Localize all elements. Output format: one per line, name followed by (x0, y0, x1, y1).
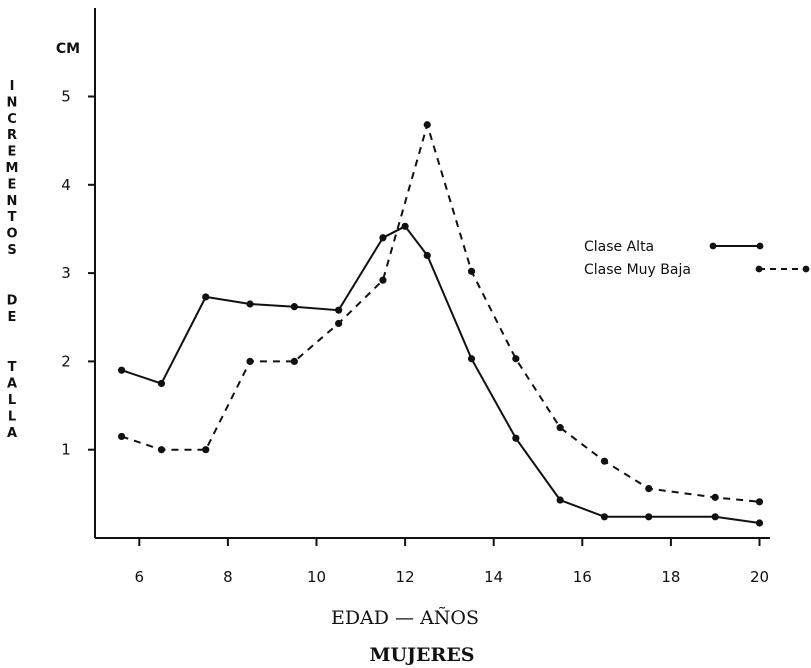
data-point (423, 251, 431, 260)
data-point (467, 355, 476, 363)
x-tick-label: 6 (135, 568, 145, 586)
y-axis-ticks: 1 2 3 4 5 (61, 88, 95, 459)
data-point (379, 234, 387, 242)
y-tick-label: 3 (61, 264, 71, 282)
legend-marker (755, 265, 763, 273)
data-point (467, 267, 476, 275)
series-clase-muy-baja (117, 121, 764, 506)
x-axis-ticks: 6 8 10 12 14 16 18 20 (135, 538, 769, 586)
data-point (755, 519, 764, 527)
data-point (512, 355, 520, 363)
data-point (117, 366, 126, 374)
data-point (711, 513, 719, 521)
legend: Clase Alta Clase Muy Baja (584, 239, 810, 278)
data-point (556, 424, 564, 432)
x-tick-label: 14 (484, 568, 503, 586)
data-point (290, 357, 298, 365)
legend-marker (802, 265, 810, 273)
data-point (246, 357, 254, 365)
data-point (335, 306, 343, 314)
series-line (121, 121, 760, 503)
x-tick-label: 16 (573, 568, 592, 586)
data-point (202, 293, 210, 301)
data-point (157, 446, 166, 454)
series-line (121, 225, 760, 524)
data-point (401, 222, 409, 230)
data-point (423, 121, 431, 129)
legend-marker (709, 242, 717, 250)
y-tick-label: 4 (61, 176, 71, 194)
x-tick-label: 12 (396, 568, 415, 586)
data-point (117, 432, 126, 441)
data-point (755, 498, 764, 506)
data-point (512, 434, 520, 442)
data-point (645, 513, 653, 521)
data-point (202, 446, 210, 454)
legend-marker (756, 242, 764, 250)
x-tick-label: 18 (661, 568, 680, 586)
x-tick-label: 8 (223, 568, 233, 586)
data-point (600, 457, 609, 465)
data-point (335, 319, 343, 328)
data-point (645, 484, 653, 493)
data-point (246, 300, 254, 308)
x-tick-label: 20 (750, 568, 769, 586)
data-point (711, 493, 719, 501)
y-tick-label: 1 (61, 441, 71, 459)
data-point (379, 276, 387, 284)
y-tick-label: 2 (61, 352, 71, 370)
data-point (600, 513, 609, 521)
y-tick-label: 5 (61, 88, 71, 106)
series-layer (117, 121, 764, 527)
y-unit-label: CM (56, 41, 80, 57)
legend-label: Clase Muy Baja (584, 262, 691, 278)
x-tick-label: 10 (307, 568, 326, 586)
series-clase-alta (117, 222, 764, 527)
chart-title: MUJERES (369, 644, 474, 666)
data-point (290, 303, 298, 311)
data-point (556, 496, 564, 504)
data-point (157, 379, 166, 388)
legend-label: Clase Alta (584, 239, 654, 255)
x-axis-title: EDAD — AÑOS (331, 606, 479, 629)
